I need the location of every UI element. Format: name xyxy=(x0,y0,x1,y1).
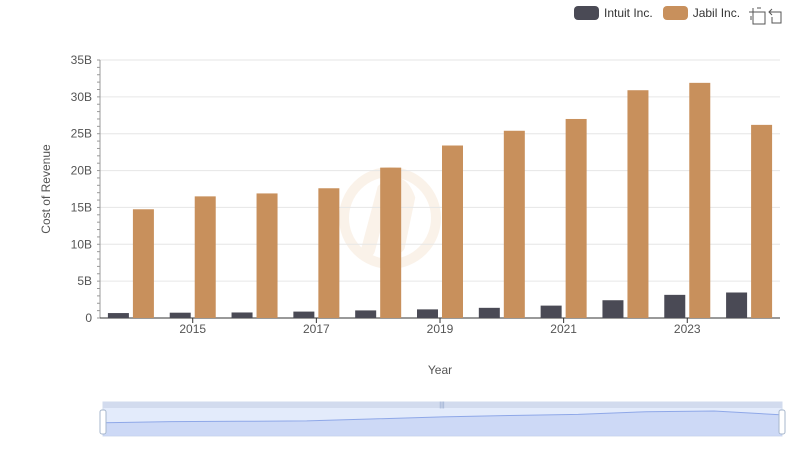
bar-intuit-2014 xyxy=(107,313,129,318)
bar-jabil-2023 xyxy=(689,82,711,318)
data-zoom-handle-right[interactable] xyxy=(778,409,786,435)
data-zoom-shadow-area xyxy=(103,411,782,436)
zoom-icon[interactable] xyxy=(748,7,766,25)
x-tick-label: 2019 xyxy=(427,322,454,336)
bar-jabil-2015 xyxy=(194,196,216,318)
bar-jabil-2020 xyxy=(503,130,525,318)
restore-icon[interactable] xyxy=(768,7,786,25)
legend-swatch xyxy=(574,6,599,20)
bar-intuit-2021 xyxy=(540,305,562,318)
bar-jabil-2022 xyxy=(627,90,649,318)
x-tick-label: 2021 xyxy=(550,322,577,336)
data-zoom-shadow-line xyxy=(102,410,783,424)
y-axis-title: Cost of Revenue xyxy=(39,144,53,234)
y-tick-label: 35B xyxy=(71,53,92,67)
data-zoom-top-bar xyxy=(103,402,782,408)
y-tick-label: 25B xyxy=(71,127,92,141)
bar-jabil-2019 xyxy=(442,145,463,318)
legend-label: Jabil Inc. xyxy=(692,6,741,20)
bar-jabil-2016 xyxy=(256,193,278,318)
legend-swatch xyxy=(662,6,688,20)
y-tick-label: 15B xyxy=(71,200,92,214)
data-zoom-grip: ||| xyxy=(439,402,445,409)
bar-intuit-2020 xyxy=(478,307,500,318)
y-tick-label: 30B xyxy=(71,90,92,104)
bar-intuit-2015 xyxy=(169,312,191,318)
bar-intuit-2017 xyxy=(293,311,315,318)
bar-jabil-2017 xyxy=(318,188,340,318)
bar-jabil-2024 xyxy=(751,124,773,319)
bar-intuit-2022 xyxy=(602,300,624,318)
data-zoom-slider: ||| xyxy=(99,401,786,437)
bar-intuit-2018 xyxy=(355,310,377,318)
legend-label: Intuit Inc. xyxy=(604,6,653,20)
toolbox xyxy=(746,7,786,25)
bar-jabil-2014 xyxy=(132,209,154,318)
bar-jabil-2021 xyxy=(565,118,587,318)
bar-intuit-2023 xyxy=(664,294,686,318)
x-tick-label: 2015 xyxy=(179,322,206,336)
legend-item-0[interactable]: Intuit Inc. xyxy=(574,6,653,20)
bar-intuit-2024 xyxy=(726,292,748,318)
x-tick-label: 2023 xyxy=(674,322,701,336)
legend: Intuit Inc. Jabil Inc. xyxy=(574,4,750,22)
bar-jabil-2018 xyxy=(380,167,402,318)
x-axis-title: Year xyxy=(428,363,452,377)
legend-item-1[interactable]: Jabil Inc. xyxy=(662,6,741,20)
x-tick-label: 2017 xyxy=(303,322,330,336)
bar-intuit-2016 xyxy=(231,312,253,318)
data-zoom-handle-left[interactable] xyxy=(99,409,107,435)
y-tick-label: 0 xyxy=(85,311,92,325)
bar-intuit-2019 xyxy=(417,309,438,318)
y-tick-label: 10B xyxy=(71,237,92,251)
y-tick-label: 20B xyxy=(71,164,92,178)
y-tick-label: 5B xyxy=(77,274,92,288)
